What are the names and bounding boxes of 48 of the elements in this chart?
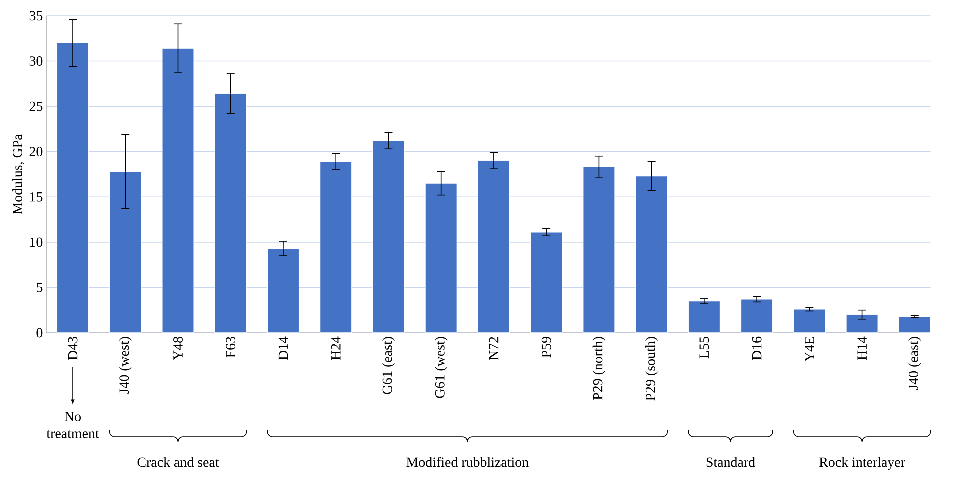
bar	[583, 166, 616, 334]
bar	[688, 300, 721, 334]
y-tick-label: 0	[36, 328, 43, 338]
bar	[425, 183, 458, 334]
y-tick-label: 15	[30, 192, 43, 202]
x-tick-label: Y4E	[805, 337, 814, 362]
bar	[846, 314, 878, 334]
x-tick-label: D43	[68, 337, 78, 360]
bar	[214, 94, 247, 334]
x-tick-label: D16	[752, 336, 762, 360]
x-tick-label: G61 (west)	[435, 337, 448, 398]
bar	[478, 160, 510, 334]
bar	[56, 42, 90, 334]
x-tick-label: P29 (north)	[592, 337, 606, 400]
x-tick-label: D14	[278, 336, 288, 360]
x-tick-label: P59	[542, 337, 552, 358]
bar	[320, 162, 352, 334]
bar	[110, 171, 142, 334]
bar	[267, 248, 300, 334]
x-tick-label: H24	[331, 336, 341, 360]
bar	[372, 140, 405, 334]
text: Standard	[706, 457, 756, 468]
bar	[794, 309, 826, 334]
y-tick-label: 25	[30, 102, 43, 112]
bar	[530, 232, 563, 334]
x-tick-label: Y48	[174, 337, 183, 360]
bar	[162, 48, 194, 334]
y-tick-label: 10	[30, 238, 43, 248]
x-tick-label: P29 (south)	[645, 337, 658, 401]
text: Modified rubblization	[406, 457, 529, 468]
x-tick-label: F63	[226, 337, 236, 358]
text: No treatment	[46, 412, 100, 438]
text: Crack and seat	[138, 457, 220, 468]
x-tick-label: H14	[858, 336, 867, 360]
x-tick-label: N72	[489, 337, 499, 360]
y-tick-label: 35	[30, 11, 43, 21]
y-tick-label: 30	[30, 56, 43, 66]
x-tick-label: L55	[700, 337, 710, 359]
x-tick-label: J40 (west)	[119, 337, 132, 394]
text: Rock interlayer	[820, 457, 906, 470]
bar	[740, 299, 774, 334]
x-tick-label: G61 (east)	[382, 337, 396, 394]
bar	[898, 316, 932, 334]
y-tick-label: 5	[37, 283, 43, 292]
y-axis-title: Modulus, GPa	[12, 134, 24, 214]
bar	[636, 176, 668, 334]
y-tick-label: 20	[30, 147, 43, 157]
x-tick-label: J40 (east)	[908, 337, 922, 390]
